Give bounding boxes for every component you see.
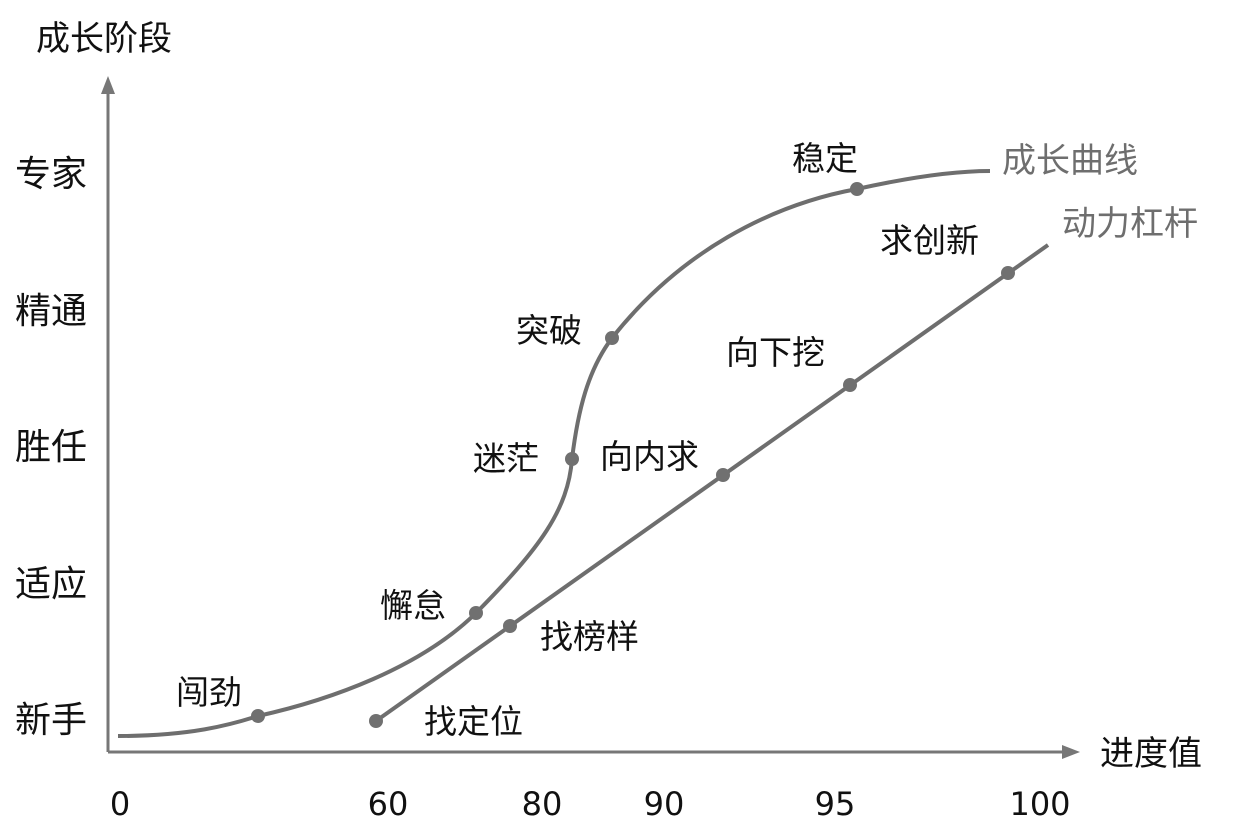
leverage-point xyxy=(1001,266,1015,280)
series-label-leverage: 动力杠杆 xyxy=(1062,204,1198,244)
leverage-point xyxy=(716,468,730,482)
growth-point xyxy=(605,331,619,345)
y-axis-title: 成长阶段 xyxy=(36,19,172,59)
x-axis-arrow-icon xyxy=(1062,745,1080,759)
x-tick-label: 0 xyxy=(110,785,130,823)
y-stage-label: 适应 xyxy=(15,564,87,605)
x-tick-label: 80 xyxy=(522,785,563,823)
growth-point-label: 懈怠 xyxy=(380,586,446,625)
y-stage-label: 专家 xyxy=(15,154,87,195)
y-stage-label: 胜任 xyxy=(15,427,87,468)
growth-point-label: 稳定 xyxy=(792,139,858,178)
x-tick-label: 90 xyxy=(644,785,685,823)
growth-point xyxy=(850,182,864,196)
x-tick-label: 95 xyxy=(815,785,856,823)
growth-point-label: 突破 xyxy=(516,311,582,350)
leverage-point-label: 向内求 xyxy=(600,437,699,476)
x-axis-title: 进度值 xyxy=(1100,734,1202,774)
leverage-point xyxy=(843,378,857,392)
leverage-point xyxy=(369,714,383,728)
leverage-point-label: 向下挖 xyxy=(726,333,825,372)
growth-point xyxy=(469,606,483,620)
leverage-point-label: 找榜样 xyxy=(540,617,639,656)
leverage-point-label: 求创新 xyxy=(880,221,979,260)
growth-point xyxy=(565,452,579,466)
growth-point xyxy=(251,709,265,723)
y-stage-label: 新手 xyxy=(15,700,87,741)
leverage-point-label: 找定位 xyxy=(424,702,523,741)
leverage-line xyxy=(374,243,1050,723)
growth-point-label: 闯劲 xyxy=(176,673,242,712)
series-label-growth-curve: 成长曲线 xyxy=(1002,141,1138,181)
growth-point-label: 迷茫 xyxy=(473,439,539,478)
leverage-point xyxy=(503,619,517,633)
y-axis-arrow-icon xyxy=(101,76,115,94)
x-tick-label: 60 xyxy=(368,785,409,823)
x-tick-label: 100 xyxy=(1009,785,1070,823)
y-stage-label: 精通 xyxy=(15,291,87,332)
